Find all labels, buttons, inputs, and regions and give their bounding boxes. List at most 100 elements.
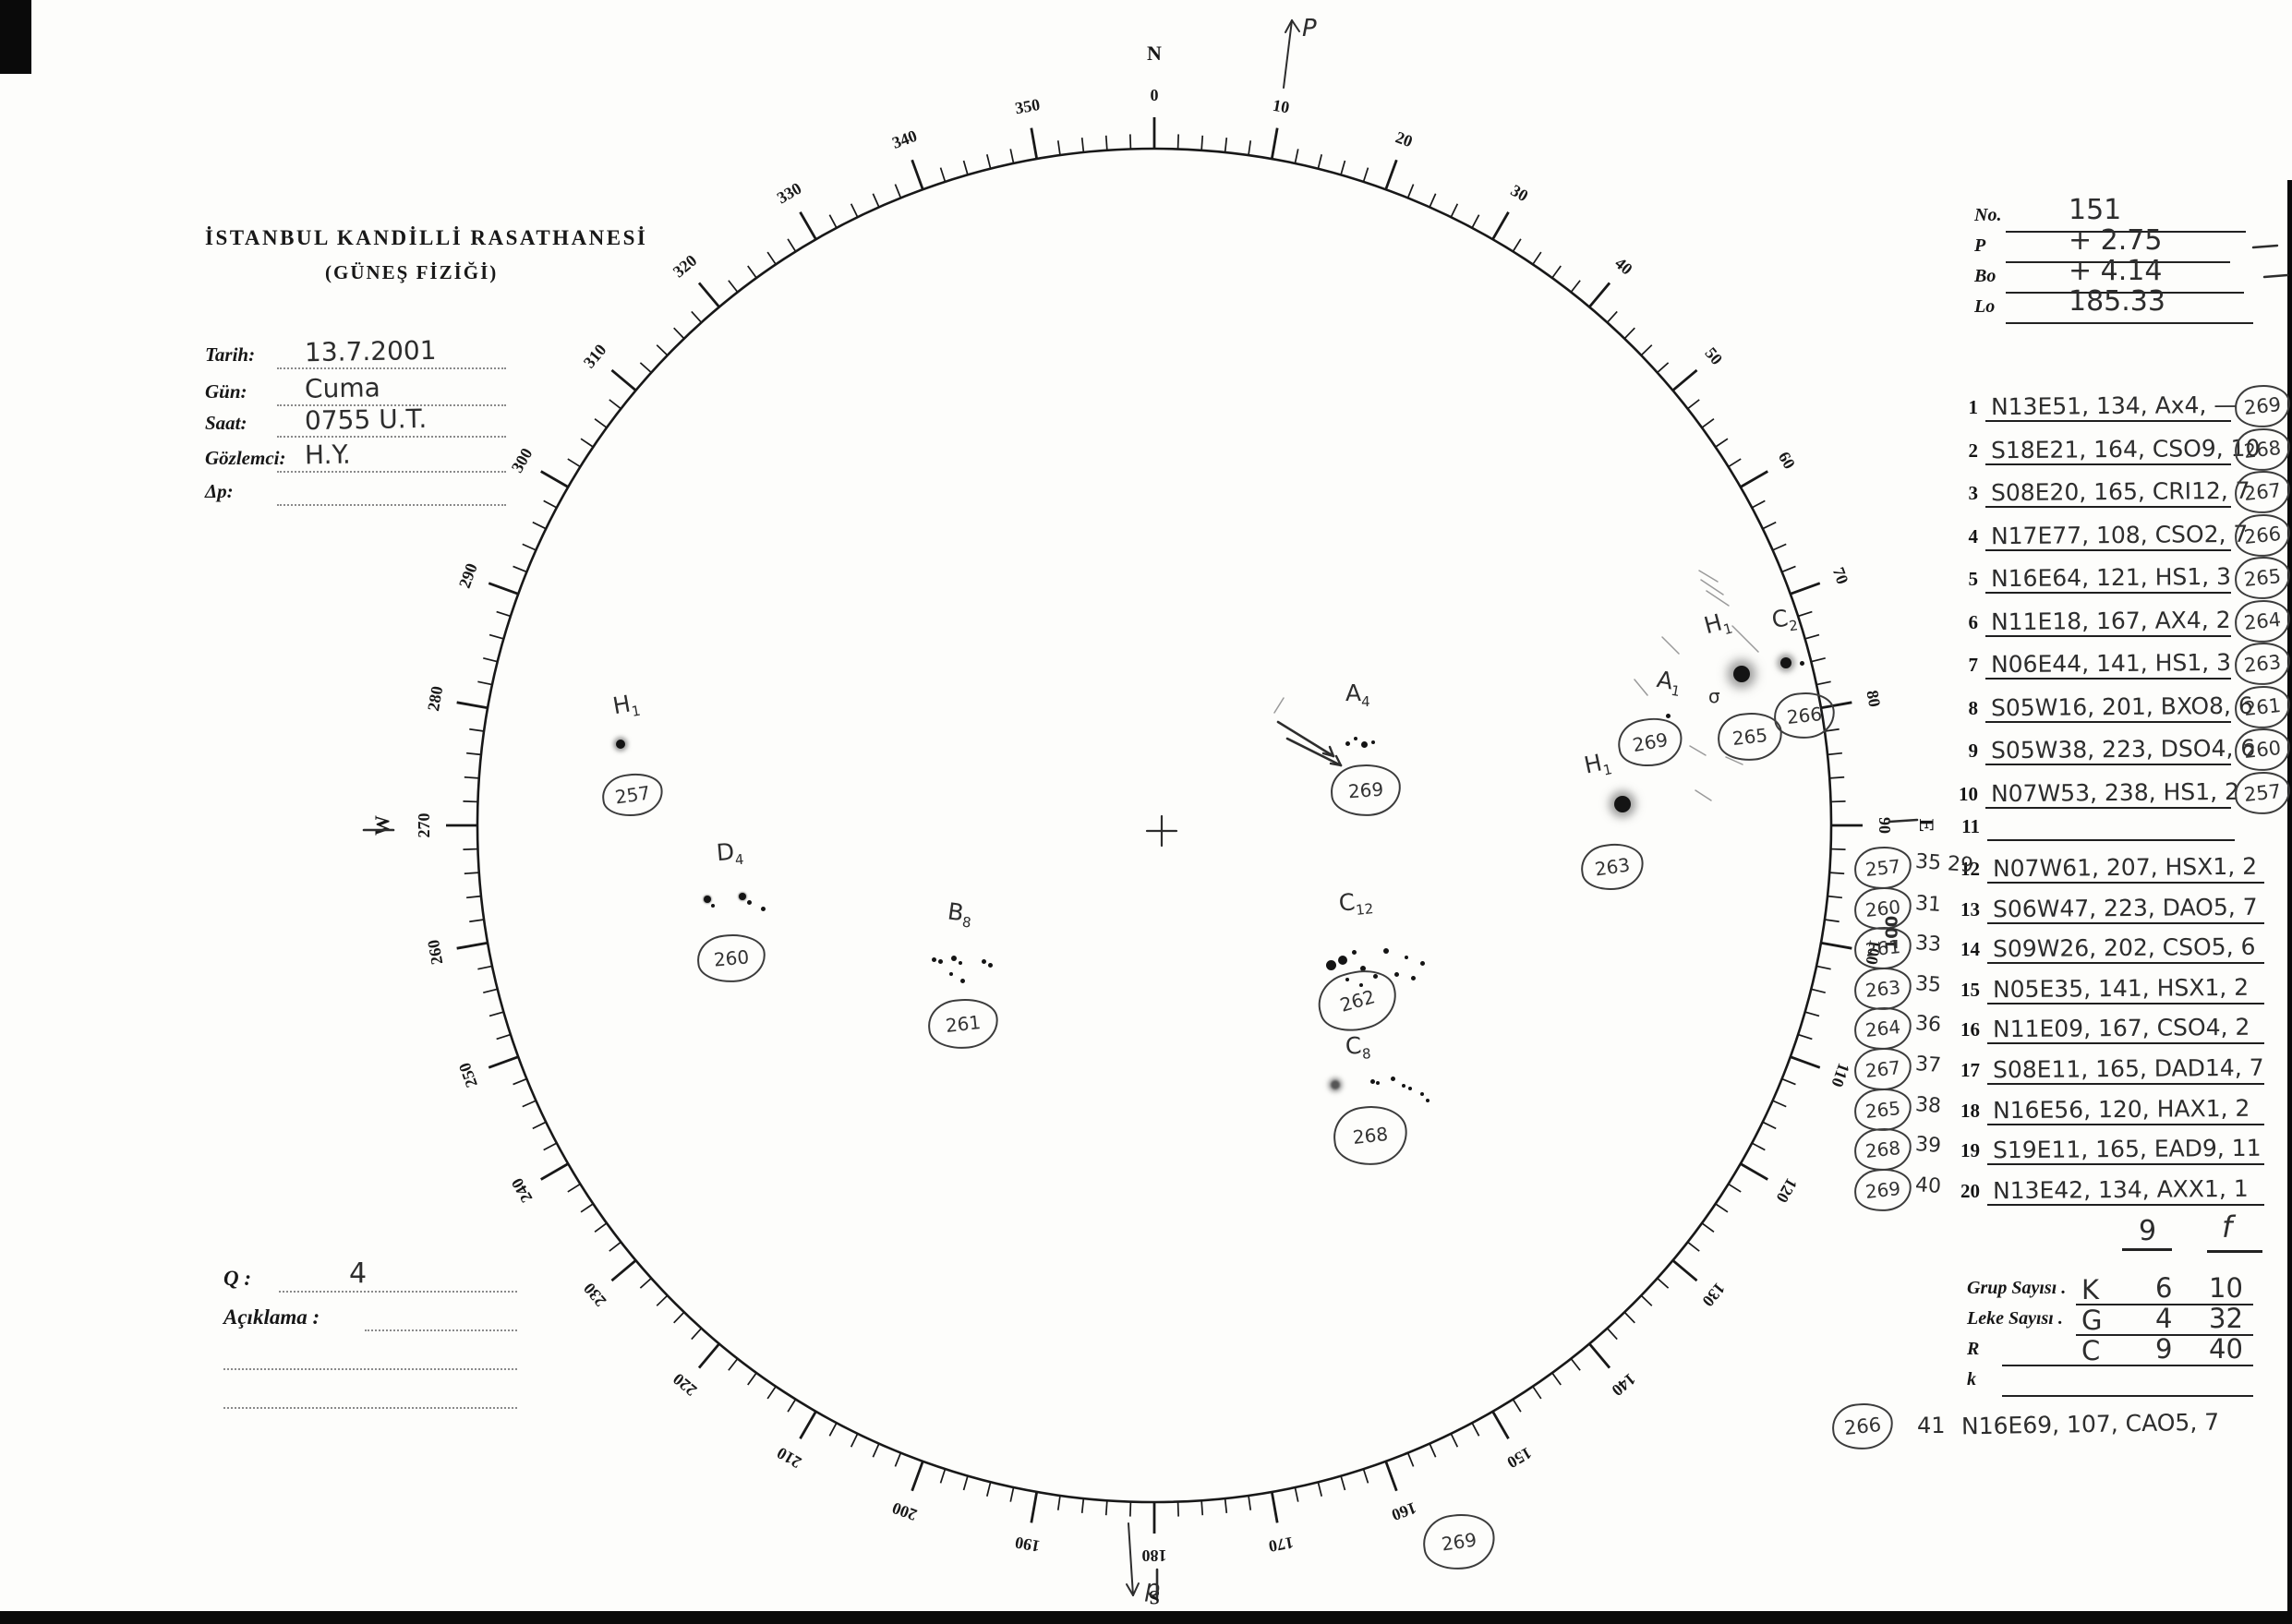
obs-row-text: N07W61, 207, HSX1, 2 bbox=[1992, 852, 2258, 883]
tick-112 bbox=[1781, 1077, 1796, 1086]
group-B8-label: B8 bbox=[946, 897, 972, 932]
tick-214 bbox=[766, 1386, 777, 1400]
tick-224 bbox=[673, 1311, 685, 1324]
tick-108 bbox=[1797, 1033, 1813, 1041]
tick-194 bbox=[985, 1482, 992, 1497]
group-D4-label: D4 bbox=[715, 837, 745, 869]
group-B8-spot-6 bbox=[949, 972, 953, 976]
degree-label-300: 300 bbox=[508, 445, 537, 475]
group-C8-spot-2 bbox=[1376, 1081, 1380, 1085]
tick-162 bbox=[1362, 1468, 1369, 1484]
tick-56 bbox=[1715, 438, 1729, 448]
tick-166 bbox=[1317, 1482, 1323, 1497]
obs-row-underline bbox=[1985, 764, 2231, 765]
tick-316 bbox=[673, 327, 685, 340]
group-B8-spot-7 bbox=[959, 978, 965, 983]
degree-label-180: 180 bbox=[1142, 1546, 1167, 1565]
degree-label-10: 10 bbox=[1272, 96, 1291, 117]
ink-line-11 bbox=[1126, 1583, 1134, 1596]
group-A4-spot-1 bbox=[1354, 737, 1357, 740]
degree-label-100: 100 bbox=[1863, 938, 1885, 966]
tick-78 bbox=[1816, 680, 1831, 686]
obs-row-number: 11 bbox=[1961, 815, 1980, 837]
obs-row-number: 15 bbox=[1960, 978, 1980, 1001]
group-A4-spot-2 bbox=[1360, 740, 1368, 748]
tick-82 bbox=[1824, 728, 1840, 732]
field-label-1: Gün: bbox=[205, 380, 247, 403]
tick-94 bbox=[1829, 872, 1845, 875]
tick-294 bbox=[522, 543, 537, 551]
obs-row-left-number: 33 bbox=[1914, 932, 1942, 957]
tick-290 bbox=[488, 582, 519, 595]
tick-142 bbox=[1570, 1358, 1581, 1371]
tick-344 bbox=[962, 160, 969, 175]
obs-row-text: N17E77, 108, CSO2, 7 bbox=[1990, 520, 2249, 549]
tick-62 bbox=[1751, 499, 1766, 509]
obs-row-text: N06E44, 141, HS1, 3 bbox=[1990, 648, 2232, 679]
tick-304 bbox=[580, 438, 594, 448]
obs-row-number: 20 bbox=[1960, 1179, 1980, 1202]
group-C8-spot-4 bbox=[1402, 1084, 1405, 1088]
tick-298 bbox=[543, 499, 558, 509]
tick-188 bbox=[1056, 1495, 1061, 1510]
tick-26 bbox=[1450, 203, 1459, 218]
tick-204 bbox=[872, 1443, 880, 1458]
tick-4 bbox=[1200, 135, 1204, 150]
tick-258 bbox=[477, 965, 493, 970]
tick-124 bbox=[1715, 1203, 1729, 1213]
margin-note-100: 100 bbox=[1882, 915, 1902, 951]
obs-row-number: 19 bbox=[1960, 1139, 1980, 1162]
tick-278 bbox=[469, 728, 485, 732]
obs-row-text: N07W53, 238, HS1, 2 bbox=[1990, 777, 2240, 807]
degree-label-50: 50 bbox=[1701, 343, 1726, 368]
group-B8-spot-0 bbox=[931, 956, 936, 962]
tick-32 bbox=[1512, 238, 1522, 252]
tick-100 bbox=[1820, 941, 1852, 950]
ink-line-15 bbox=[1328, 745, 1335, 758]
degree-label-210: 210 bbox=[774, 1444, 804, 1473]
group-D4-spot-1 bbox=[711, 904, 715, 908]
extra-row-text: N16E69, 107, CAO5, 7 bbox=[1960, 1408, 2220, 1440]
degree-label-150: 150 bbox=[1504, 1444, 1535, 1473]
group-C12-spot-7 bbox=[1405, 956, 1408, 959]
group-C8-spot-5 bbox=[1408, 1087, 1412, 1090]
tick-186 bbox=[1080, 1498, 1085, 1513]
tick-28 bbox=[1471, 214, 1480, 229]
obs-row-underline bbox=[1987, 1123, 2264, 1125]
group-H1-east-mid-spot-0 bbox=[1614, 796, 1631, 812]
tick-336 bbox=[872, 193, 880, 208]
group-C12-spot-4 bbox=[1372, 973, 1378, 979]
ink-line-16 bbox=[1285, 737, 1343, 767]
tick-210 bbox=[799, 1411, 817, 1439]
tick-338 bbox=[894, 184, 902, 198]
tick-150 bbox=[1491, 1411, 1510, 1439]
tick-74 bbox=[1804, 633, 1820, 640]
tick-266 bbox=[464, 872, 479, 875]
ephemeris-label-2: Bo bbox=[1974, 266, 1996, 286]
pole-top-label: P bbox=[1302, 15, 1317, 42]
tick-122 bbox=[1728, 1183, 1742, 1193]
tick-292 bbox=[513, 565, 527, 573]
degree-label-90: 90 bbox=[1876, 817, 1894, 834]
observatory-subtitle: (GÜNEŞ FİZİĞİ) bbox=[325, 261, 499, 283]
obs-row-number: 9 bbox=[1968, 740, 1979, 762]
group-C8-spot-7 bbox=[1426, 1099, 1429, 1102]
group-H1-east-limb-extra-mark: σ bbox=[1708, 685, 1720, 707]
degree-label-20: 20 bbox=[1393, 127, 1416, 150]
tick-326 bbox=[766, 251, 777, 265]
tick-352 bbox=[1056, 140, 1061, 156]
q-label: Q : bbox=[223, 1267, 252, 1290]
tick-54 bbox=[1701, 418, 1715, 428]
tick-328 bbox=[787, 238, 797, 252]
obs-row-number: 3 bbox=[1968, 482, 1979, 504]
tick-40 bbox=[1588, 282, 1611, 308]
tick-216 bbox=[747, 1372, 757, 1386]
obs-row-text: S05W38, 223, DSO4, 6 bbox=[1990, 734, 2256, 764]
tick-226 bbox=[656, 1294, 669, 1306]
tick-160 bbox=[1384, 1461, 1398, 1492]
group-C12-spot-0 bbox=[1325, 959, 1336, 970]
summary-label-3: k bbox=[1967, 1369, 1976, 1389]
summary-v1-1: 4 bbox=[2155, 1303, 2173, 1334]
group-H1-west-spot-0 bbox=[616, 740, 625, 749]
